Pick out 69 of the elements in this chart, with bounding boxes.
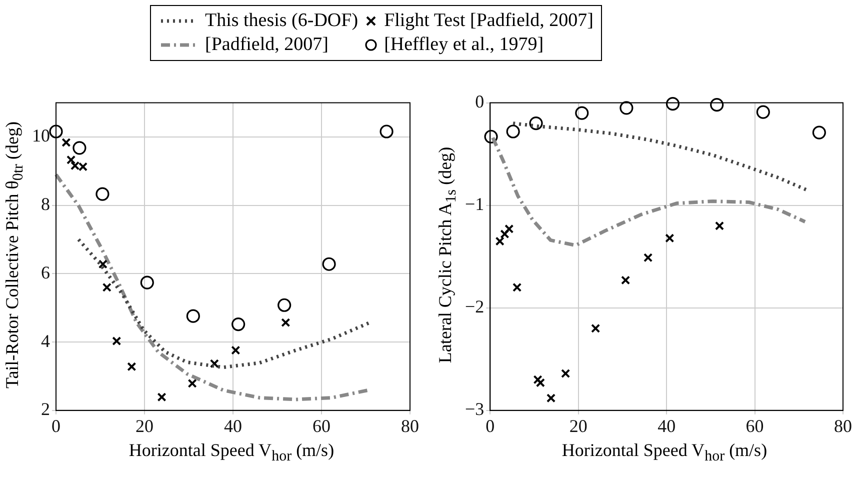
point (278, 298, 292, 312)
x-tick-label: 80 (834, 416, 852, 436)
point (380, 124, 394, 138)
point (186, 309, 200, 323)
line-series (76, 238, 372, 370)
y-tick-label: 6 (41, 262, 50, 282)
point (98, 260, 108, 269)
point (112, 336, 122, 346)
point (533, 375, 542, 384)
x-tick-label: 40 (658, 416, 676, 436)
legend-label: This thesis (6-DOF) (205, 10, 358, 32)
legend-label: Flight Test [Padfield, 2007] (384, 10, 594, 32)
y-tick-label: 8 (41, 194, 50, 214)
x-tick-label: 60 (312, 416, 330, 436)
line-series (54, 172, 370, 402)
x-axis-title: Horizontal Speed V$_{hor}$ (m/s) (128, 440, 336, 466)
y-tick-label: 2 (41, 399, 50, 420)
point (127, 362, 136, 372)
point (529, 116, 543, 130)
x-axis-title: Horizontal Speed V$_{hor}$ (m/s) (560, 440, 768, 466)
point (66, 155, 76, 164)
point (575, 106, 589, 120)
point (49, 124, 63, 138)
point (495, 236, 504, 246)
legend-label: [Heffley et al., 1979] (384, 34, 544, 56)
x-tick-label: 80 (401, 416, 419, 436)
point (140, 276, 154, 290)
point (756, 105, 770, 119)
point (710, 98, 724, 112)
point (812, 126, 826, 140)
point (512, 282, 522, 292)
point (281, 318, 290, 328)
point (484, 130, 498, 144)
point (322, 257, 336, 271)
point (620, 101, 634, 115)
point (188, 378, 197, 388)
point (102, 282, 112, 292)
x-tick-label: 20 (569, 416, 588, 436)
point (232, 317, 246, 332)
y-tick-label: −3 (464, 399, 484, 420)
point (536, 378, 545, 388)
point (561, 368, 570, 378)
point (96, 187, 110, 201)
y-tick-label: 4 (41, 330, 50, 351)
x-tick-label: 20 (136, 416, 154, 436)
point (500, 230, 510, 239)
point (72, 141, 86, 155)
x-tick-label: 60 (746, 416, 764, 436)
y-tick-label: 0 (475, 92, 484, 112)
x-tick-label: 40 (224, 416, 242, 436)
point (504, 224, 514, 234)
y-tick-label: −1 (464, 194, 484, 214)
y-tick-label: −2 (464, 296, 484, 317)
point (210, 359, 219, 368)
y-tick-label: 10 (32, 126, 50, 146)
point (714, 221, 724, 230)
legend-label: [Padfield, 2007] (205, 34, 328, 56)
point (621, 276, 630, 285)
point (157, 392, 166, 402)
point (546, 394, 556, 403)
point (62, 138, 71, 147)
point (591, 324, 600, 333)
point (665, 234, 674, 243)
point (231, 346, 240, 355)
point (78, 162, 88, 172)
point (506, 124, 520, 138)
point (666, 97, 680, 111)
point (644, 253, 653, 262)
point (70, 161, 80, 170)
